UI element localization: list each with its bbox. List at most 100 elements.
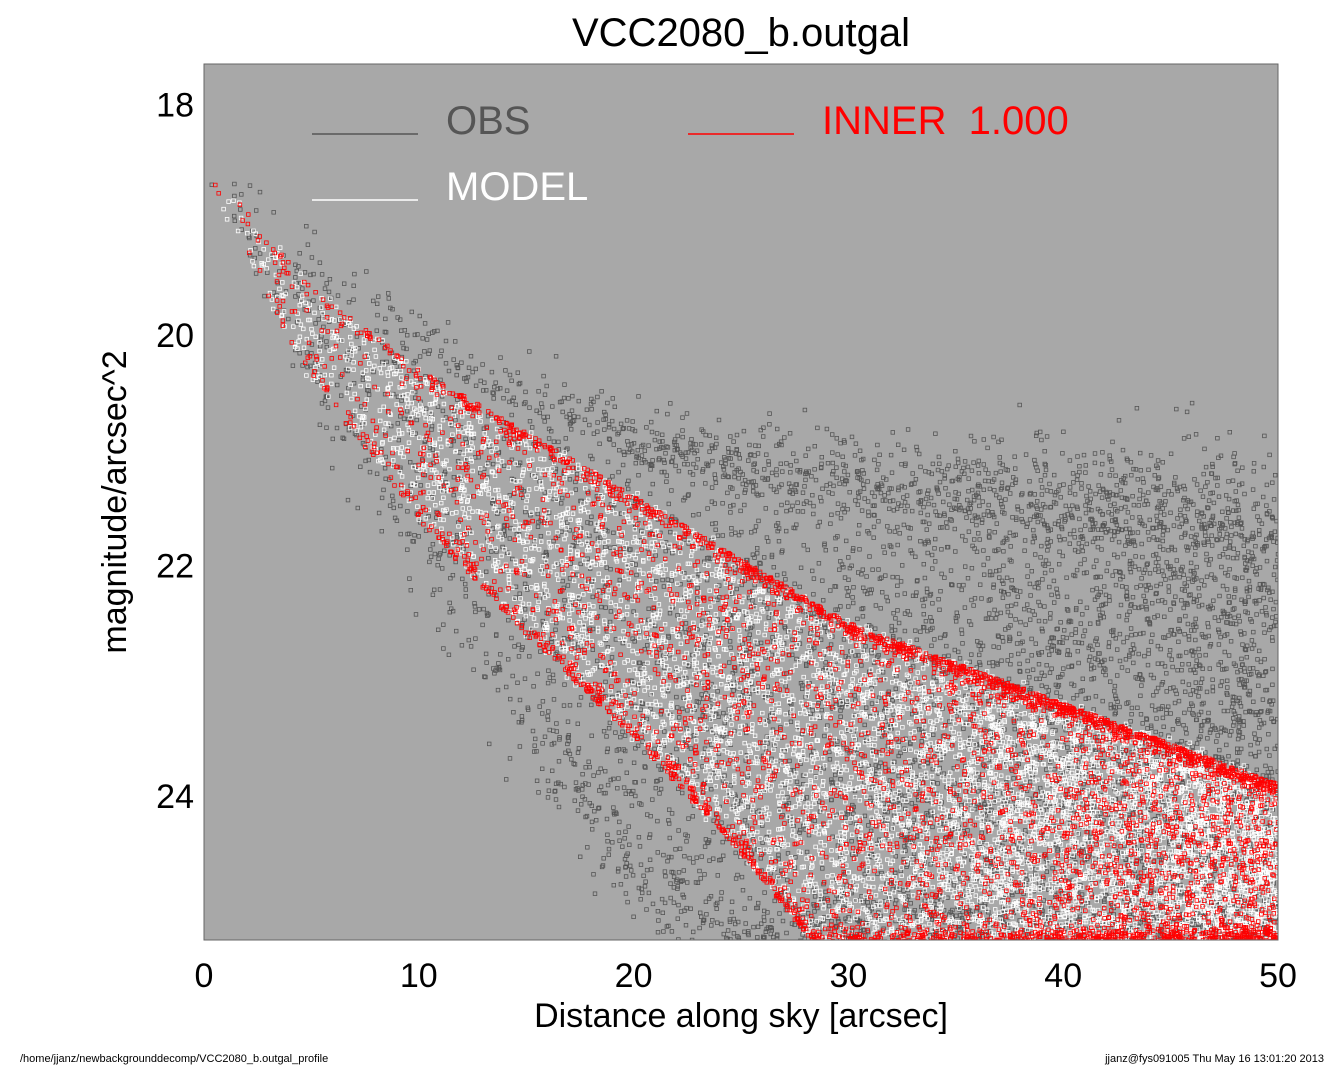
data-point [773,991,777,995]
data-point [916,957,920,961]
data-point [950,951,954,955]
data-point [832,940,836,944]
data-point [711,961,715,965]
data-point [1057,953,1061,957]
data-point [1173,986,1177,990]
data-point [1146,943,1150,947]
data-point [1212,1009,1216,1013]
data-point [1170,959,1174,963]
data-point [1273,942,1277,946]
data-point [1154,958,1158,962]
data-point [1260,946,1264,950]
data-point [1149,944,1153,948]
data-point [1203,941,1207,945]
data-point [902,944,906,948]
data-point [902,980,906,984]
data-point [916,978,920,982]
data-point [1228,951,1232,955]
data-point [1173,991,1177,995]
data-point [1212,943,1216,947]
data-point [1078,943,1082,947]
data-point [1007,974,1011,978]
data-point [989,986,993,990]
data-point [1096,955,1100,959]
data-point [1254,970,1258,974]
data-point [1233,953,1237,957]
data-point [780,947,784,951]
data-point [886,940,890,944]
data-point [872,959,876,963]
data-point [989,973,993,977]
data-point [1002,941,1006,945]
data-point [1131,947,1135,951]
data-point [1083,974,1087,978]
data-point [1002,942,1006,946]
data-point [970,986,974,990]
data-point [1003,950,1007,954]
data-point [1255,989,1259,993]
data-point [734,966,738,970]
data-point [1263,1016,1267,1020]
data-point [1136,971,1140,975]
data-point [1203,1001,1207,1005]
data-point [787,940,791,944]
data-point [708,952,712,956]
data-point [750,942,754,946]
data-point [902,966,906,970]
data-point [993,944,997,948]
data-point [830,953,834,957]
data-point [859,942,863,946]
data-point [773,946,777,950]
data-point [1135,965,1139,969]
data-point [1052,940,1056,944]
data-point [996,999,1000,1003]
data-point [970,982,974,986]
data-point [1197,952,1201,956]
data-point [1184,972,1188,976]
data-point [1147,977,1151,981]
data-point [859,948,863,952]
data-point [787,949,791,953]
data-point [1039,970,1043,974]
data-point [948,941,952,945]
data-point [1216,949,1220,953]
data-point [1131,944,1135,948]
data-point [759,948,763,952]
data-point [962,942,966,946]
data-point [1104,953,1108,957]
data-point [822,944,826,948]
data-point [1106,944,1110,948]
data-point [922,943,926,947]
data-point [1225,942,1229,946]
data-point [826,947,830,951]
data-point [805,981,809,985]
data-point [662,953,666,957]
data-point [1108,948,1112,952]
data-point [768,945,772,949]
data-point [729,942,733,946]
data-point [861,952,865,956]
data-point [1204,974,1208,978]
data-point [872,971,876,975]
data-point [738,979,742,983]
data-point [747,978,751,982]
data-point [939,944,943,948]
data-point [1250,965,1254,969]
data-point [1265,942,1269,946]
data-point [728,968,732,972]
data-point [1050,944,1054,948]
data-point [808,941,812,945]
data-point [939,990,943,994]
data-point [723,967,727,971]
data-point [1083,1000,1087,1004]
data-point [962,1003,966,1007]
data-point [949,948,953,952]
data-point [1092,965,1096,969]
data-point [1207,1001,1211,1005]
data-point [1252,959,1256,963]
data-point [1222,967,1226,971]
data-point [1092,986,1096,990]
data-point [1226,973,1230,977]
data-point [1209,955,1213,959]
data-point [998,970,1002,974]
